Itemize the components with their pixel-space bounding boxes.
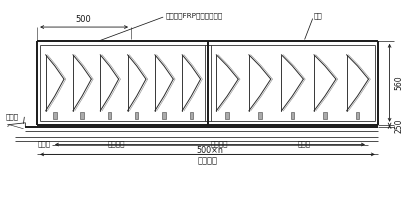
Bar	[257, 112, 261, 119]
Bar	[290, 112, 293, 119]
Text: 屋面板: 屋面板	[38, 141, 51, 147]
Bar	[355, 112, 358, 119]
Text: 500×n: 500×n	[196, 146, 223, 155]
Text: 骨架: 骨架	[313, 13, 321, 20]
Bar	[322, 112, 326, 119]
Text: 250: 250	[393, 118, 402, 133]
Text: 泛水板: 泛水板	[6, 114, 19, 120]
Text: 洞口长度: 洞口长度	[197, 156, 217, 165]
Bar	[135, 112, 138, 119]
Bar	[189, 112, 193, 119]
Text: 防雨板（FRP或彩色钉板）: 防雨板（FRP或彩色钉板）	[165, 13, 222, 20]
Bar	[53, 112, 56, 119]
Text: 集水槽: 集水槽	[297, 141, 310, 147]
Bar	[162, 112, 165, 119]
Text: 500: 500	[76, 15, 91, 24]
Bar	[80, 112, 83, 119]
Text: 电动阀板: 电动阀板	[211, 141, 228, 147]
Text: 天窗基座: 天窗基座	[107, 141, 125, 147]
Bar	[225, 112, 228, 119]
Bar	[108, 112, 111, 119]
Bar	[37, 41, 377, 125]
Text: 560: 560	[393, 75, 402, 90]
